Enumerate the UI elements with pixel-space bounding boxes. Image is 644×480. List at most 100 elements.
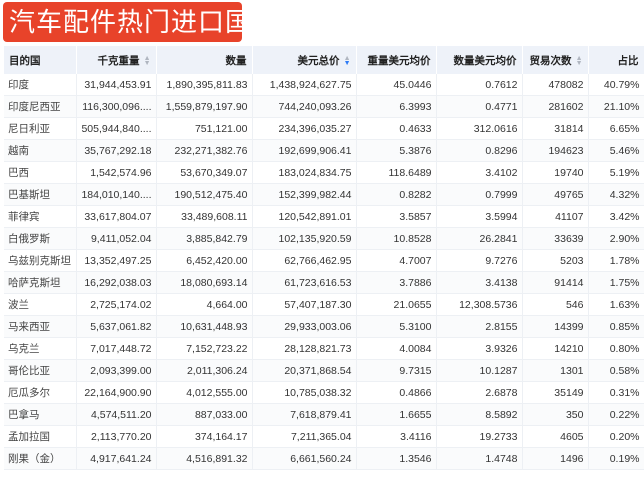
table-cell: 5203	[522, 249, 589, 272]
table-cell: 4.32%	[588, 183, 644, 206]
table-cell: 0.4633	[356, 117, 437, 140]
table-cell: 2.90%	[588, 227, 644, 250]
table-cell: 2,725,174.02	[76, 293, 157, 316]
table-cell: 22,164,900.90	[76, 381, 157, 404]
table-cell: 0.19%	[588, 447, 644, 470]
table-cell: 2,011,306.24	[156, 359, 253, 382]
table-cell: 5.19%	[588, 161, 644, 184]
import-countries-table: 目的国 千克重量 ▲ ▼ 数量 美元总价 ▲ ▼ 重量美元均价 数量美元均价 贸易次数 ▲ ▼ 占比 印度…	[4, 46, 644, 470]
column-header-label: 占比	[617, 54, 639, 67]
column-header: 数量美元均价	[436, 46, 523, 74]
table-cell: 62,766,462.95	[252, 249, 357, 272]
table-cell: 0.8282	[356, 183, 437, 206]
table-cell: 183,024,834.75	[252, 161, 357, 184]
table-cell: 33,617,804.07	[76, 205, 157, 228]
table-header-row: 目的国 千克重量 ▲ ▼ 数量 美元总价 ▲ ▼ 重量美元均价 数量美元均价 贸易次数 ▲ ▼ 占比	[4, 46, 644, 74]
table-cell: 53,670,349.07	[156, 161, 253, 184]
column-header-label: 目的国	[9, 54, 41, 67]
table-cell: 9.7315	[356, 359, 437, 382]
column-header[interactable]: 美元总价 ▲ ▼	[252, 46, 357, 74]
table-cell: 0.4866	[356, 381, 437, 404]
table-cell: 19740	[522, 161, 589, 184]
table-cell: 5,637,061.82	[76, 315, 157, 338]
table-row: 印度 31,944,453.91 1,890,395,811.83 1,438,924…	[4, 74, 644, 96]
table-cell: 29,933,003.06	[252, 315, 357, 338]
column-header[interactable]: 贸易次数 ▲ ▼	[522, 46, 589, 74]
table-row: 乌兹别克斯坦 13,352,497.25 6,452,420.00 62,766,46…	[4, 249, 644, 272]
table-row: 尼日利亚 505,944,840.... 751,121.00 234,396,035…	[4, 117, 644, 140]
table-cell: 14210	[522, 337, 589, 360]
column-header[interactable]: 千克重量 ▲ ▼	[76, 46, 157, 74]
table-cell: 0.7612	[436, 74, 523, 96]
table-cell: 7,152,723.22	[156, 337, 253, 360]
table-cell: 35,767,292.18	[76, 139, 157, 162]
column-header-label: 美元总价	[297, 54, 340, 67]
table-cell: 751,121.00	[156, 117, 253, 140]
table-cell: 6,452,420.00	[156, 249, 253, 272]
table-cell: 4,516,891.32	[156, 447, 253, 470]
table-cell: 刚果（金）	[4, 447, 77, 470]
table-cell: 152,399,982.44	[252, 183, 357, 206]
table-cell: 20,371,868.54	[252, 359, 357, 382]
table-cell: 1,438,924,627.75	[252, 74, 357, 96]
table-cell: 7,618,879.41	[252, 403, 357, 426]
table-cell: 45.0446	[356, 74, 437, 96]
table-cell: 21.0655	[356, 293, 437, 316]
table-cell: 1.75%	[588, 271, 644, 294]
table-cell: 10,631,448.93	[156, 315, 253, 338]
table-cell: 19.2733	[436, 425, 523, 448]
table-cell: 1496	[522, 447, 589, 470]
table-cell: 3.42%	[588, 205, 644, 228]
table-cell: 35149	[522, 381, 589, 404]
table-cell: 越南	[4, 139, 77, 162]
table-cell: 哥伦比亚	[4, 359, 77, 382]
table-cell: 9,411,052.04	[76, 227, 157, 250]
table-row: 刚果（金） 4,917,641.24 4,516,891.32 6,661,560.2…	[4, 447, 644, 470]
table-row: 巴拿马 4,574,511.20 887,033.00 7,618,879.41 1.6…	[4, 403, 644, 426]
table-cell: 1.78%	[588, 249, 644, 272]
table-cell: 白俄罗斯	[4, 227, 77, 250]
table-cell: 乌兹别克斯坦	[4, 249, 77, 272]
table-row: 乌克兰 7,017,448.72 7,152,723.22 28,128,821.73…	[4, 337, 644, 360]
table-row: 马来西亚 5,637,061.82 10,631,448.93 29,933,003.…	[4, 315, 644, 338]
table-cell: 184,010,140....	[76, 183, 157, 206]
table-row: 菲律宾 33,617,804.07 33,489,608.11 120,542,891…	[4, 205, 644, 228]
table-cell: 0.80%	[588, 337, 644, 360]
table-cell: 3.5994	[436, 205, 523, 228]
table-cell: 16,292,038.03	[76, 271, 157, 294]
table-cell: 厄瓜多尔	[4, 381, 77, 404]
table-cell: 3.5857	[356, 205, 437, 228]
table-cell: 49765	[522, 183, 589, 206]
column-header-label: 数量美元均价	[453, 54, 517, 67]
table-cell: 2.6878	[436, 381, 523, 404]
table-cell: 7,017,448.72	[76, 337, 157, 360]
table-cell: 0.85%	[588, 315, 644, 338]
table-cell: 4,012,555.00	[156, 381, 253, 404]
table-cell: 1.4748	[436, 447, 523, 470]
table-cell: 2,093,399.00	[76, 359, 157, 382]
table-cell: 41107	[522, 205, 589, 228]
table-cell: 116,300,096....	[76, 95, 157, 118]
table-cell: 0.22%	[588, 403, 644, 426]
table-cell: 0.4771	[436, 95, 523, 118]
table-cell: 13,352,497.25	[76, 249, 157, 272]
table-cell: 1,542,574.96	[76, 161, 157, 184]
table-cell: 31814	[522, 117, 589, 140]
table-cell: 0.31%	[588, 381, 644, 404]
table-cell: 马来西亚	[4, 315, 77, 338]
table-cell: 40.79%	[588, 74, 644, 96]
table-cell: 4,917,641.24	[76, 447, 157, 470]
sort-icon[interactable]: ▲ ▼	[575, 54, 583, 67]
table-cell: 乌克兰	[4, 337, 77, 360]
table-cell: 1.6655	[356, 403, 437, 426]
table-cell: 6.3993	[356, 95, 437, 118]
table-cell: 28,128,821.73	[252, 337, 357, 360]
column-header: 目的国	[4, 46, 77, 74]
table-cell: 190,512,475.40	[156, 183, 253, 206]
sort-icon[interactable]: ▲ ▼	[343, 54, 351, 67]
column-header: 占比	[588, 46, 644, 74]
sort-icon[interactable]: ▲ ▼	[143, 54, 151, 67]
table-cell: 546	[522, 293, 589, 316]
table-cell: 9.7276	[436, 249, 523, 272]
table-cell: 33639	[522, 227, 589, 250]
